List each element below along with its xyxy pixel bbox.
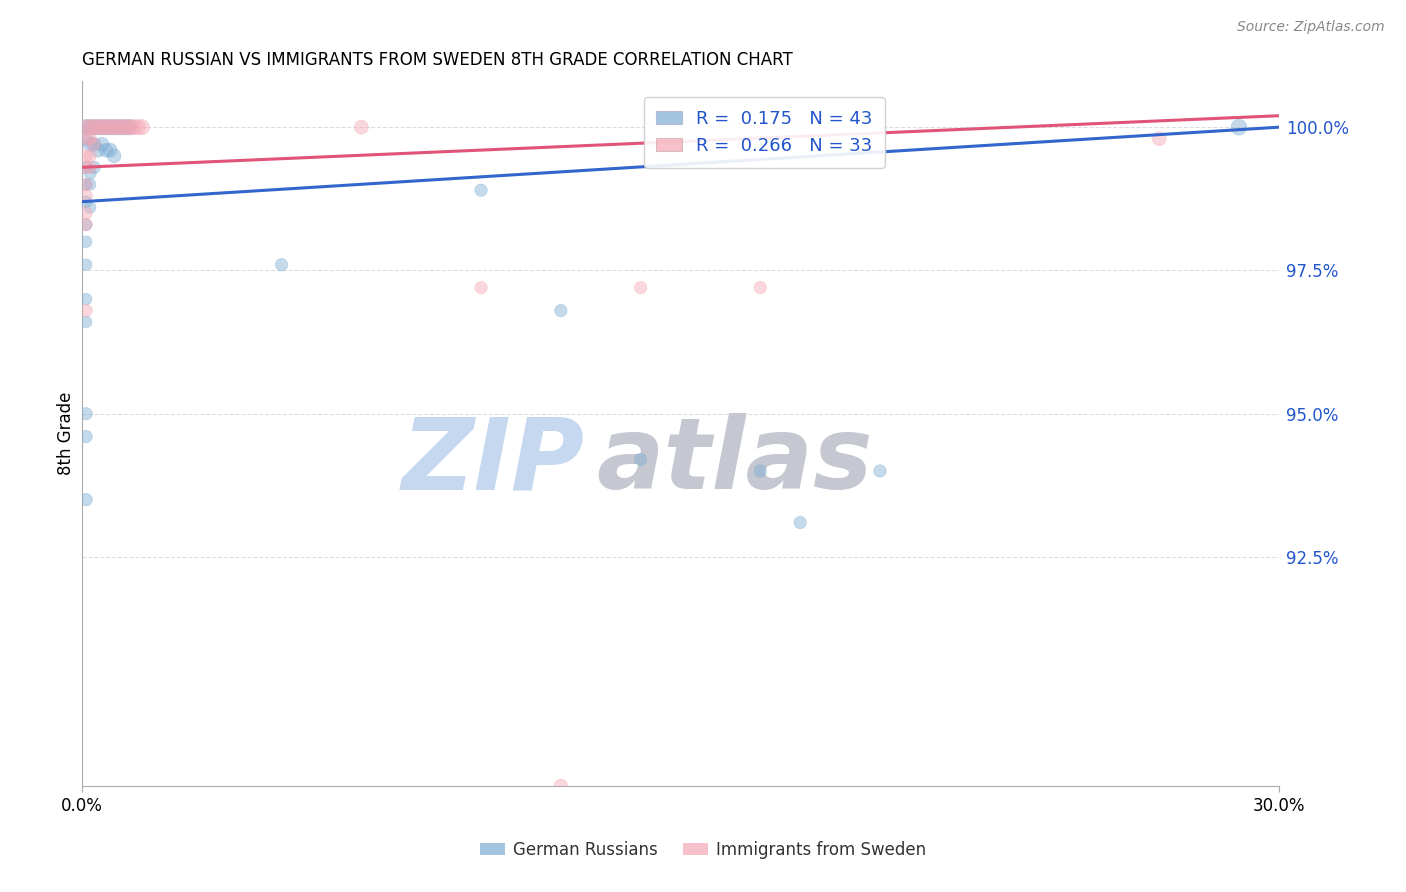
Point (1147, 131, 1170, 145)
Text: atlas: atlas (596, 413, 873, 510)
Point (115, 120, 138, 135)
Point (87, 120, 110, 135)
Point (79, 131, 101, 145)
Point (122, 120, 145, 135)
Point (550, 779, 572, 793)
Point (94, 120, 117, 135)
Point (79, 137, 101, 152)
Y-axis label: 8th Grade: 8th Grade (58, 392, 75, 475)
Point (869, 464, 891, 478)
Point (83, 120, 105, 135)
Point (118, 120, 141, 135)
Point (75, 292, 97, 306)
Point (127, 120, 149, 135)
Point (630, 452, 652, 467)
Point (75, 218, 97, 232)
Point (749, 280, 772, 294)
Point (470, 183, 492, 197)
Point (91, 120, 114, 135)
Point (75, 120, 97, 135)
Point (749, 464, 772, 478)
Point (75, 161, 97, 175)
Point (75, 161, 97, 175)
Point (75, 258, 97, 272)
Point (118, 120, 141, 135)
Point (79, 120, 101, 135)
Point (103, 120, 125, 135)
Text: ZIP: ZIP (402, 413, 585, 510)
Point (94, 120, 117, 135)
Point (83, 120, 105, 135)
Point (115, 120, 138, 135)
Point (79, 178, 101, 192)
Point (1227, 120, 1250, 135)
Point (131, 120, 153, 135)
Point (79, 161, 101, 175)
Point (270, 258, 292, 272)
Legend: R =  0.175   N = 43, R =  0.266   N = 33: R = 0.175 N = 43, R = 0.266 N = 33 (644, 97, 884, 168)
Point (789, 516, 811, 530)
Point (75, 178, 97, 192)
Point (75, 131, 97, 145)
Point (94, 143, 117, 157)
Point (98, 120, 121, 135)
Point (630, 280, 652, 294)
Point (103, 149, 125, 163)
Point (75, 206, 97, 220)
Point (75, 189, 97, 203)
Point (83, 137, 105, 152)
Point (75, 429, 97, 443)
Point (111, 120, 134, 135)
Point (75, 235, 97, 249)
Point (87, 120, 110, 135)
Point (75, 492, 97, 507)
Point (350, 120, 373, 135)
Point (550, 303, 572, 318)
Point (75, 303, 97, 318)
Point (79, 120, 101, 135)
Point (75, 407, 97, 421)
Point (75, 131, 97, 145)
Point (470, 280, 492, 294)
Point (75, 315, 97, 329)
Point (75, 194, 97, 209)
Point (98, 120, 121, 135)
Point (91, 120, 114, 135)
Point (75, 178, 97, 192)
Point (87, 143, 110, 157)
Point (107, 120, 129, 135)
Point (75, 149, 97, 163)
Legend: German Russians, Immigrants from Sweden: German Russians, Immigrants from Sweden (472, 835, 934, 866)
Text: Source: ZipAtlas.com: Source: ZipAtlas.com (1237, 20, 1385, 34)
Point (83, 137, 105, 152)
Point (79, 149, 101, 163)
Point (107, 120, 129, 135)
Point (75, 120, 97, 135)
Text: GERMAN RUSSIAN VS IMMIGRANTS FROM SWEDEN 8TH GRADE CORRELATION CHART: GERMAN RUSSIAN VS IMMIGRANTS FROM SWEDEN… (82, 51, 793, 69)
Point (103, 120, 125, 135)
Point (79, 166, 101, 180)
Point (75, 218, 97, 232)
Point (83, 161, 105, 175)
Point (91, 137, 114, 152)
Point (98, 143, 121, 157)
Point (79, 201, 101, 215)
Point (111, 120, 134, 135)
